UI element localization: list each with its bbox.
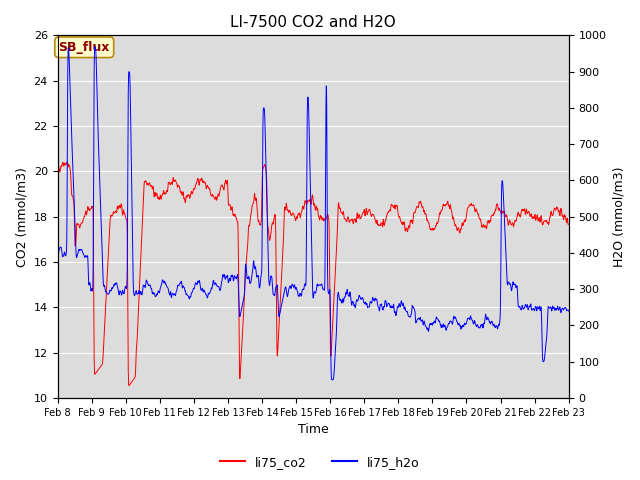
li75_co2 <box>555 207 563 213</box>
li75_co2 <box>143 180 150 185</box>
li75_co2 <box>272 259 280 264</box>
Text: SB_flux: SB_flux <box>58 41 110 54</box>
Line: li75_co2: li75_co2 <box>58 162 569 385</box>
Legend: li75_co2, li75_h2o: li75_co2, li75_h2o <box>215 451 425 474</box>
li75_co2 <box>565 222 573 228</box>
Y-axis label: CO2 (mmol/m3): CO2 (mmol/m3) <box>15 167 28 266</box>
li75_co2 <box>54 166 61 171</box>
li75_co2 <box>125 383 132 388</box>
li75_h2o <box>328 377 336 383</box>
li75_h2o <box>565 308 573 314</box>
li75_h2o <box>500 206 508 212</box>
li75_co2 <box>500 208 508 214</box>
li75_co2 <box>112 208 120 214</box>
li75_h2o <box>91 44 99 49</box>
li75_h2o <box>54 253 61 259</box>
Line: li75_h2o: li75_h2o <box>58 47 569 380</box>
li75_h2o <box>143 277 150 283</box>
X-axis label: Time: Time <box>298 423 328 436</box>
li75_h2o <box>250 258 257 264</box>
li75_co2 <box>250 198 258 204</box>
Title: LI-7500 CO2 and H2O: LI-7500 CO2 and H2O <box>230 15 396 30</box>
li75_co2 <box>63 159 70 165</box>
li75_h2o <box>272 284 280 290</box>
Y-axis label: H2O (mmol/m3): H2O (mmol/m3) <box>612 167 625 267</box>
li75_h2o <box>555 307 563 312</box>
li75_h2o <box>112 281 120 287</box>
